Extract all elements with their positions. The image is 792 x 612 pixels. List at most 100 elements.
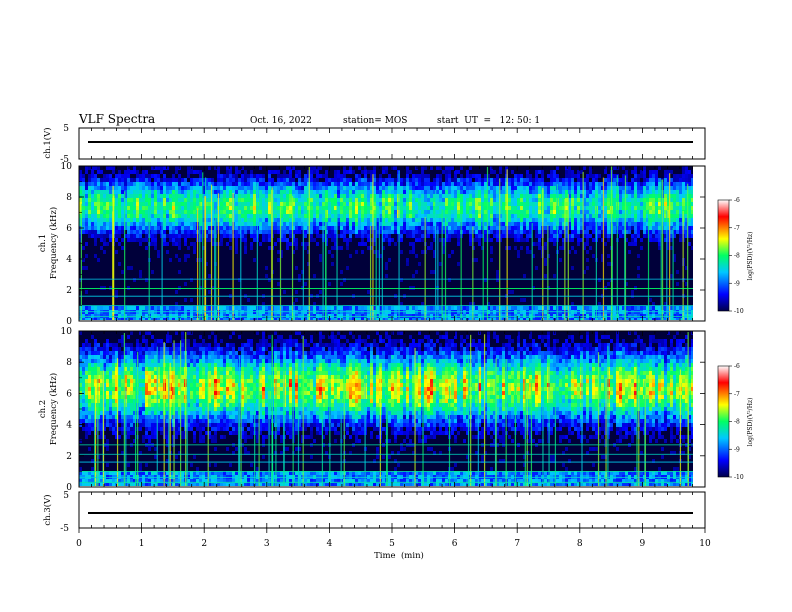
spectrogram-cell (121, 218, 124, 222)
spectrogram-cell (352, 318, 355, 320)
spectrogram-cell (199, 186, 202, 190)
spectrogram-cell (568, 198, 571, 202)
spectrogram-cell (394, 198, 397, 202)
spectrogram-cell (184, 194, 187, 198)
spectrogram-cell (349, 194, 352, 198)
spectrogram-cell (106, 194, 109, 198)
spectrogram-cell (88, 214, 91, 218)
spectrogram-cell (82, 190, 85, 194)
spectrogram-cell (547, 222, 550, 226)
spectrogram-cell (205, 234, 208, 238)
spectrogram-cell (529, 182, 532, 186)
spectrogram-cell (163, 178, 166, 182)
spectrogram-cell (448, 174, 451, 178)
spectrogram-cell (493, 190, 496, 194)
colorbar-tick-label: -9 (734, 280, 740, 287)
spectrogram-cell (406, 194, 409, 198)
spectrogram-cell (370, 306, 373, 310)
spectrogram-cell (691, 214, 693, 218)
spectrogram-cell (211, 238, 214, 242)
spectrogram-cell (445, 234, 448, 238)
spectrogram-cell (334, 202, 337, 206)
spectrogram-cell (283, 306, 286, 310)
spectrogram-cell (97, 306, 100, 310)
spectrogram-cell (79, 359, 82, 363)
spectrogram-cell (109, 226, 112, 230)
spectrogram-cell (346, 190, 349, 194)
spectrogram-cell (559, 246, 562, 250)
spectrogram-cell (658, 198, 661, 202)
spectrogram-cell (259, 306, 262, 310)
spectrogram-cell (85, 170, 88, 174)
spectrogram-cell (478, 234, 481, 238)
spectrogram-cell (334, 206, 337, 210)
spectrogram-cell (352, 206, 355, 210)
spectrogram-cell (604, 178, 607, 182)
spectrogram-cell (319, 226, 322, 230)
spectrogram-cell (676, 226, 679, 230)
spectrogram-cell (79, 415, 82, 419)
spectrogram-cell (418, 234, 421, 238)
spectrogram-cell (331, 206, 334, 210)
spectrogram-cell (88, 411, 91, 415)
spectrogram-cell (85, 391, 88, 395)
spectrogram-cell (247, 202, 250, 206)
spectrogram-cell (670, 214, 673, 218)
spectrogram-cell (268, 234, 271, 238)
spectrogram-cell (175, 254, 178, 258)
spectrogram-cell (628, 242, 631, 246)
spectrogram-cell (262, 302, 265, 306)
spectrogram-cell (520, 178, 523, 182)
spectrogram-cell (91, 383, 94, 387)
spectrogram-cell (217, 186, 220, 190)
spectrogram-cell (469, 178, 472, 182)
spectrogram-cell (592, 178, 595, 182)
spectrogram-cell (412, 242, 415, 246)
spectrogram-cell (646, 318, 649, 320)
spectrogram-cell (511, 186, 514, 190)
ch1-colorbar-ticks: -6-7-8-9-10 (729, 197, 744, 315)
spectrogram-cell (178, 258, 181, 262)
spectrogram-cell (328, 306, 331, 310)
spectrogram-cell (607, 282, 610, 286)
spectrogram-cell (418, 238, 421, 242)
spectrogram-cell (223, 210, 226, 214)
spectrogram-cell (391, 198, 394, 202)
spectrogram-cell (409, 226, 412, 230)
spectrogram-cell (280, 194, 283, 198)
spectrogram-cell (142, 238, 145, 242)
spectrogram-cell (190, 218, 193, 222)
spectrogram-cell (406, 190, 409, 194)
spectrogram-cell (100, 306, 103, 310)
spectrogram-cell (460, 190, 463, 194)
spectrogram-cell (124, 214, 127, 218)
spectrogram-cell (562, 178, 565, 182)
spectrogram-cell (442, 182, 445, 186)
spectrogram-cell (211, 286, 214, 290)
spectrogram-cell (241, 178, 244, 182)
spectrogram-cell (343, 174, 346, 178)
spectrogram-cell (130, 190, 133, 194)
spectrogram-cell (238, 194, 241, 198)
spectrogram-cell (121, 194, 124, 198)
spectrogram-cell (586, 186, 589, 190)
spectrogram-cell (415, 198, 418, 202)
spectrogram-cell (103, 218, 106, 222)
spectrogram-cell (646, 178, 649, 182)
spectrogram-cell (634, 178, 637, 182)
spectrogram-cell (667, 190, 670, 194)
spectrogram-cell (532, 210, 535, 214)
spectrogram-cell (445, 202, 448, 206)
spectrogram-cell (97, 194, 100, 198)
spectrogram-cell (406, 318, 409, 320)
spectrogram-cell (190, 298, 193, 302)
spectrogram-cell (679, 318, 682, 320)
spectrogram-cell (262, 186, 265, 190)
spectrogram-cell (409, 194, 412, 198)
spectrogram-cell (79, 190, 82, 194)
spectrogram-cell (448, 186, 451, 190)
spectrogram-cell (79, 174, 82, 178)
spectrogram-cell (172, 174, 175, 178)
spectrogram-cell (388, 214, 391, 218)
spectrogram-cell (484, 318, 487, 320)
